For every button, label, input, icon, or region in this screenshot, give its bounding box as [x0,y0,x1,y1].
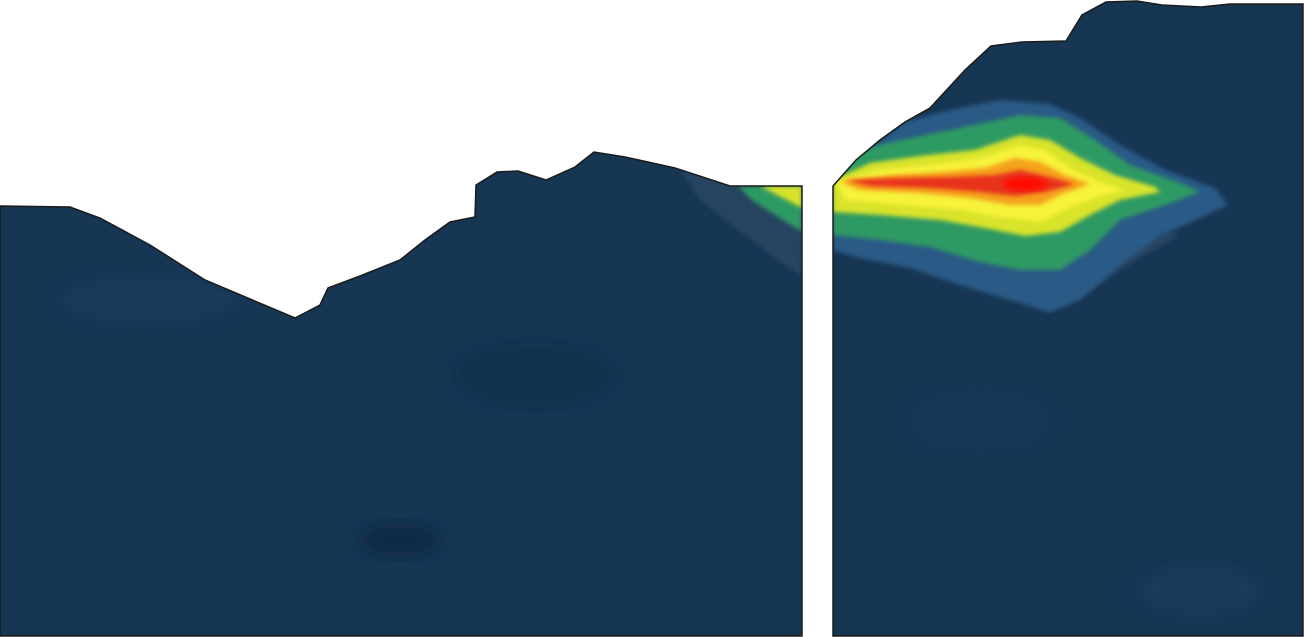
left-panel-fill [0,152,802,636]
plume-peak [1003,177,1047,191]
left-yellow-band [760,186,802,208]
right-panel-outline [832,0,1304,637]
right-panel-shading [833,100,1260,615]
right-panel-fill [833,1,1303,636]
left-panel-outline [0,151,803,637]
left-panel-shading [60,170,802,558]
left-panel [0,151,803,637]
right-panel [832,0,1304,637]
